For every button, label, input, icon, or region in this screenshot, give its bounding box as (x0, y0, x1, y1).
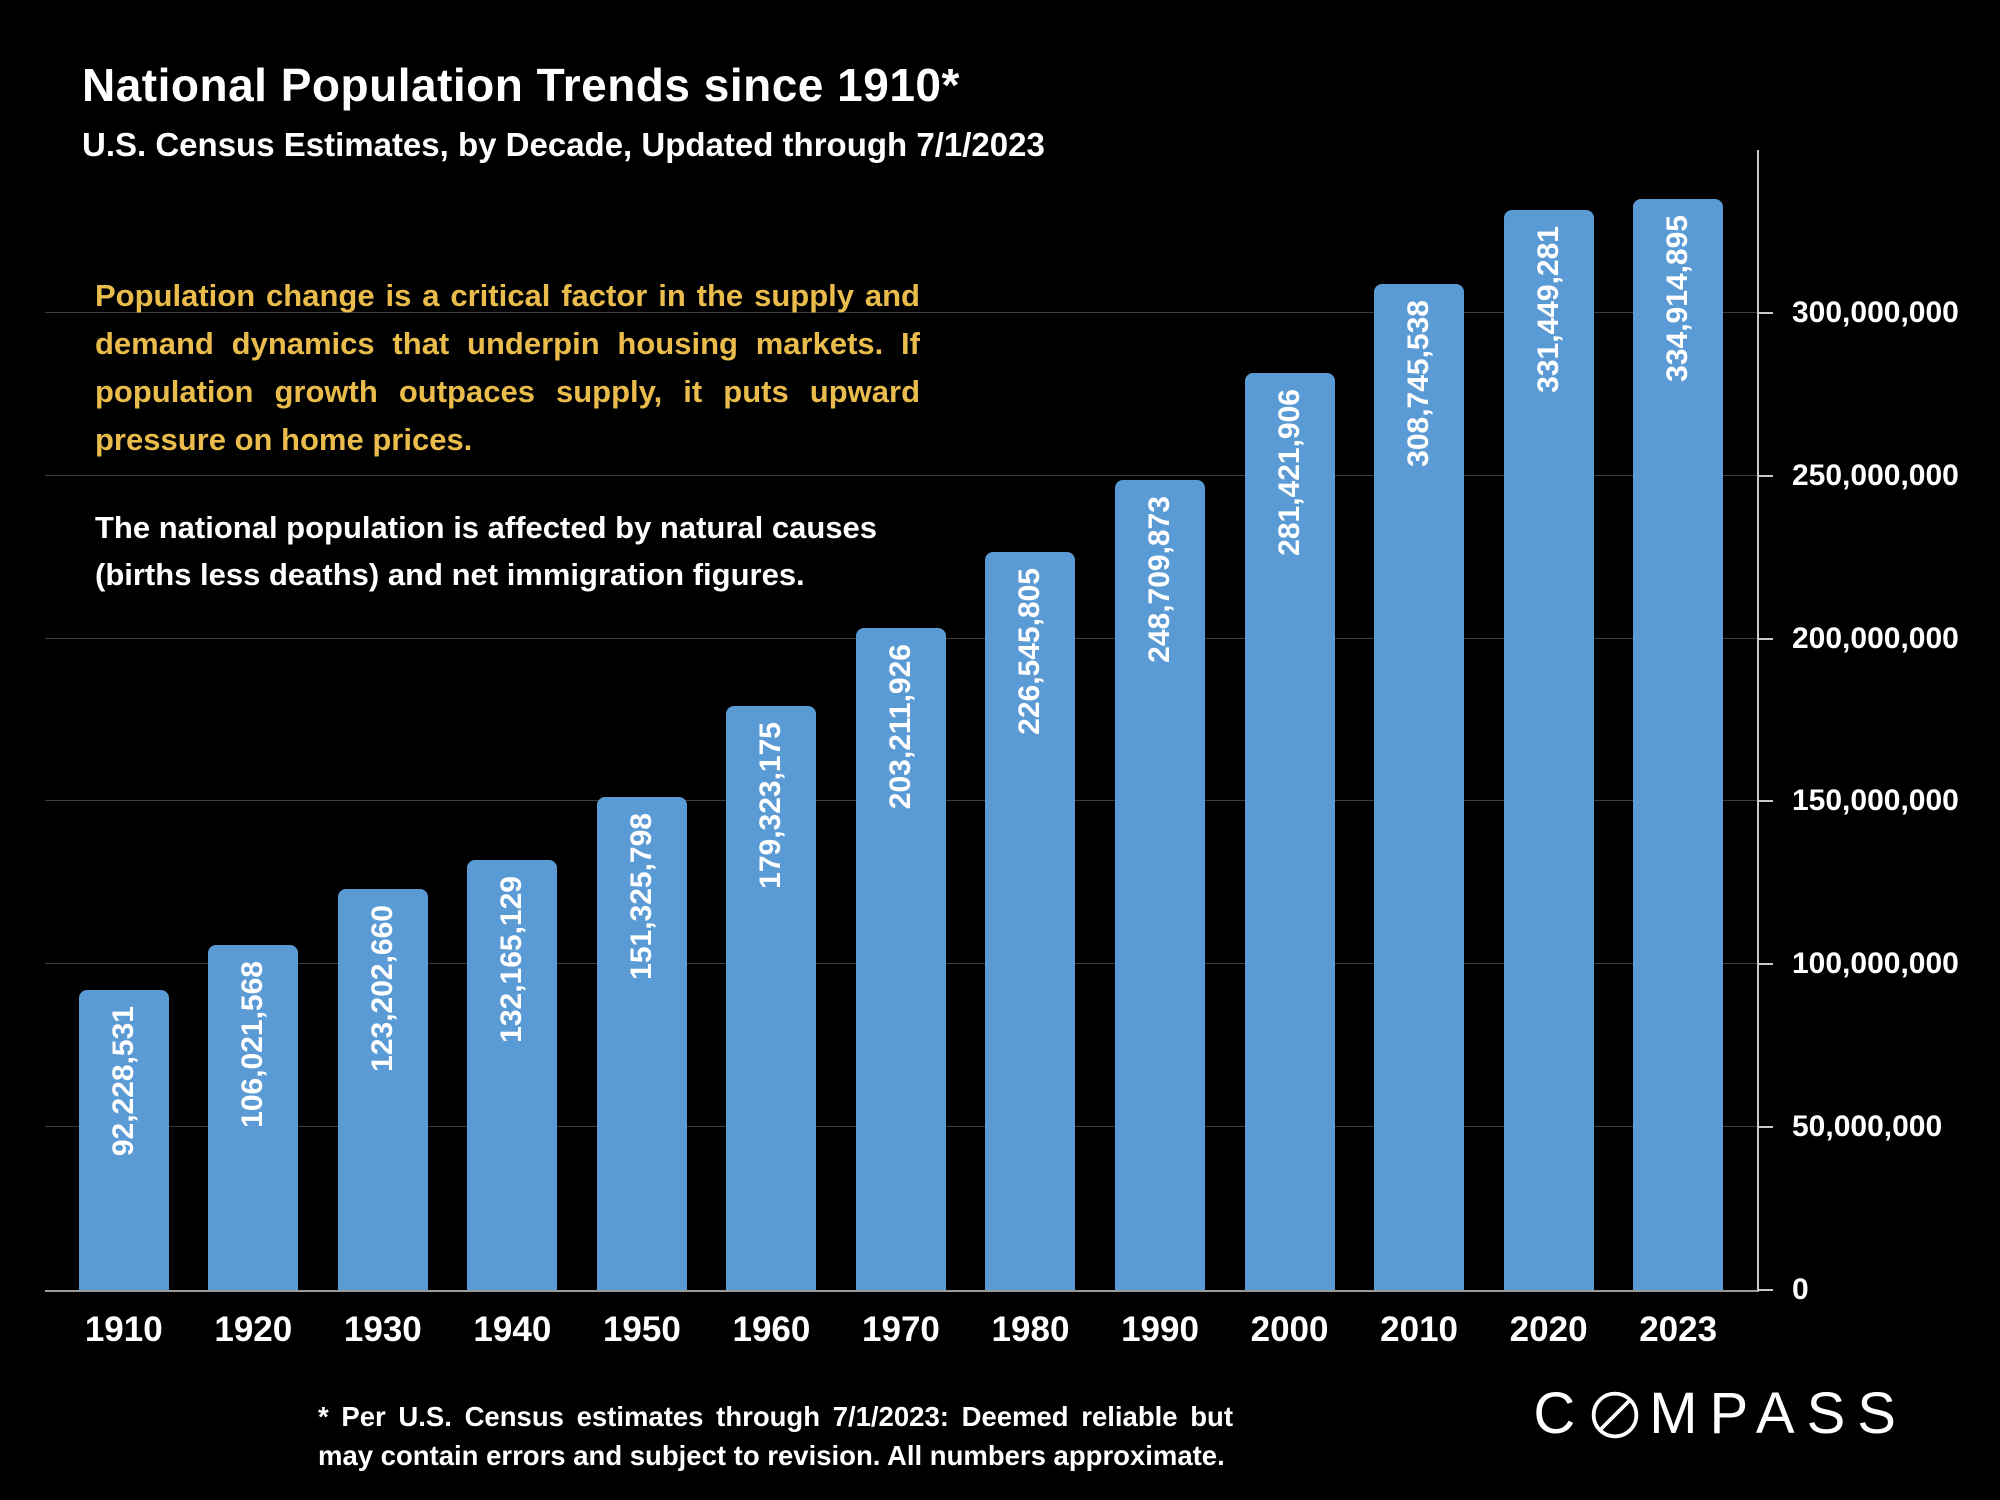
bar-1980: 226,545,805 (985, 552, 1076, 1290)
plot-area: 92,228,531 106,021,568 123,202,660 132,165,… (45, 150, 1773, 1292)
logo-letter-c: C (1533, 1381, 1588, 1446)
x-tick-label-1960: 1960 (732, 1310, 811, 1349)
bar-slot: 151,325,798 (577, 150, 707, 1290)
bar-slot: 334,914,895 (1613, 150, 1743, 1290)
footnote: * Per U.S. Census estimates through 7/1/… (318, 1401, 1233, 1471)
x-tick-label-2000: 2000 (1250, 1310, 1329, 1349)
bar-value-label: 331,449,281 (1531, 226, 1565, 394)
gridline (45, 311, 1757, 313)
page-title: National Population Trends since 1910* (82, 59, 960, 111)
x-tick-label-2020: 2020 (1509, 1310, 1588, 1349)
bar-1960: 179,323,175 (726, 705, 817, 1290)
x-tick-label-1970: 1970 (862, 1310, 940, 1349)
x-tick-label-1920: 1920 (214, 1310, 293, 1349)
page-subtitle: U.S. Census Estimates, by Decade, Update… (82, 126, 1045, 163)
bar-1940: 132,165,129 (467, 859, 558, 1290)
x-tick-label-1980: 1980 (991, 1310, 1070, 1349)
axis-tick (1757, 800, 1773, 803)
bar-slot: 179,323,175 (707, 150, 837, 1290)
bar-value-label: 203,211,926 (883, 644, 917, 810)
axis-tick (1757, 474, 1773, 477)
highlight-annotation: Population change is a critical factor i… (95, 278, 920, 458)
bar-slot: 123,202,660 (318, 150, 448, 1290)
x-tick-label-1930: 1930 (343, 1310, 422, 1349)
compass-logo: C MPASS (1533, 1380, 1908, 1447)
y-tick-label: 150,000,000 (1792, 784, 1959, 818)
bar-value-label: 123,202,660 (365, 904, 399, 1072)
bar-value-label: 248,709,873 (1143, 495, 1177, 663)
bar-value-label: 334,914,895 (1661, 215, 1695, 382)
gridline (45, 474, 1757, 476)
bar-value-label: 226,545,805 (1013, 568, 1047, 735)
bar-value-label: 281,421,906 (1272, 389, 1306, 557)
axis-tick (1757, 1289, 1773, 1291)
bar-2023: 334,914,895 (1633, 199, 1724, 1290)
bars: 92,228,531 106,021,568 123,202,660 132,165,… (59, 150, 1743, 1290)
bar-slot: 331,449,281 (1484, 150, 1614, 1290)
bar-value-label: 151,325,798 (624, 813, 658, 980)
x-tick-label-1950: 1950 (602, 1310, 681, 1349)
x-tick-label-1940: 1940 (473, 1310, 552, 1349)
bar-1930: 123,202,660 (337, 888, 428, 1290)
bar-slot: 132,165,129 (448, 150, 578, 1290)
bar-slot: 248,709,873 (1095, 150, 1225, 1290)
x-tick-label-2023: 2023 (1639, 1310, 1718, 1349)
bar-1920: 106,021,568 (208, 944, 299, 1290)
x-tick-label-2010: 2010 (1380, 1310, 1459, 1349)
bar-2020: 331,449,281 (1503, 210, 1594, 1290)
y-tick-label: 200,000,000 (1792, 621, 1959, 655)
bar-1910: 92,228,531 (78, 989, 169, 1290)
axis-tick (1757, 637, 1773, 640)
axis-tick (1757, 1126, 1773, 1129)
compass-o-icon (1589, 1388, 1641, 1440)
x-tick-label-1910: 1910 (84, 1310, 163, 1349)
bar-1970: 203,211,926 (855, 628, 946, 1290)
y-tick-label: 0 (1792, 1273, 1809, 1306)
bar-value-label: 106,021,568 (236, 960, 270, 1128)
bar-slot: 308,745,538 (1354, 150, 1484, 1290)
bar-slot: 106,021,568 (189, 150, 319, 1290)
y-tick-label: 50,000,000 (1792, 1110, 1943, 1144)
bar-value-label: 132,165,129 (495, 875, 529, 1043)
y-tick-label: 300,000,000 (1792, 295, 1959, 329)
bar-slot: 92,228,531 (59, 150, 189, 1290)
bar-slot: 203,211,926 (836, 150, 966, 1290)
bar-1990: 248,709,873 (1115, 479, 1206, 1290)
x-tick-label-1990: 1990 (1121, 1310, 1199, 1349)
axis-tick (1757, 311, 1773, 314)
bar-slot: 281,421,906 (1225, 150, 1355, 1290)
y-tick-label: 100,000,000 (1792, 947, 1959, 981)
y-tick-label: 250,000,000 (1792, 458, 1959, 492)
bar-2000: 281,421,906 (1244, 373, 1335, 1290)
axis-tick (1757, 963, 1773, 966)
bar-slot: 226,545,805 (966, 150, 1096, 1290)
bar-value-label: 179,323,175 (754, 721, 788, 889)
y-axis-labels: 0 50,000,000 100,000,000 150,000,000 200,000… (1792, 150, 1992, 1306)
x-axis-labels: 1910 1920 1930 1940 1950 1960 1970 1980 1990 2000… (59, 1310, 1743, 1350)
bar-value-label: 92,228,531 (106, 1005, 140, 1156)
bar-2010: 308,745,538 (1374, 284, 1465, 1290)
logo-letters-mpass: MPASS (1649, 1381, 1908, 1446)
bar-1950: 151,325,798 (596, 797, 687, 1290)
note-annotation: The national population is affected by n… (95, 510, 878, 592)
bar-value-label: 308,745,538 (1402, 300, 1436, 468)
